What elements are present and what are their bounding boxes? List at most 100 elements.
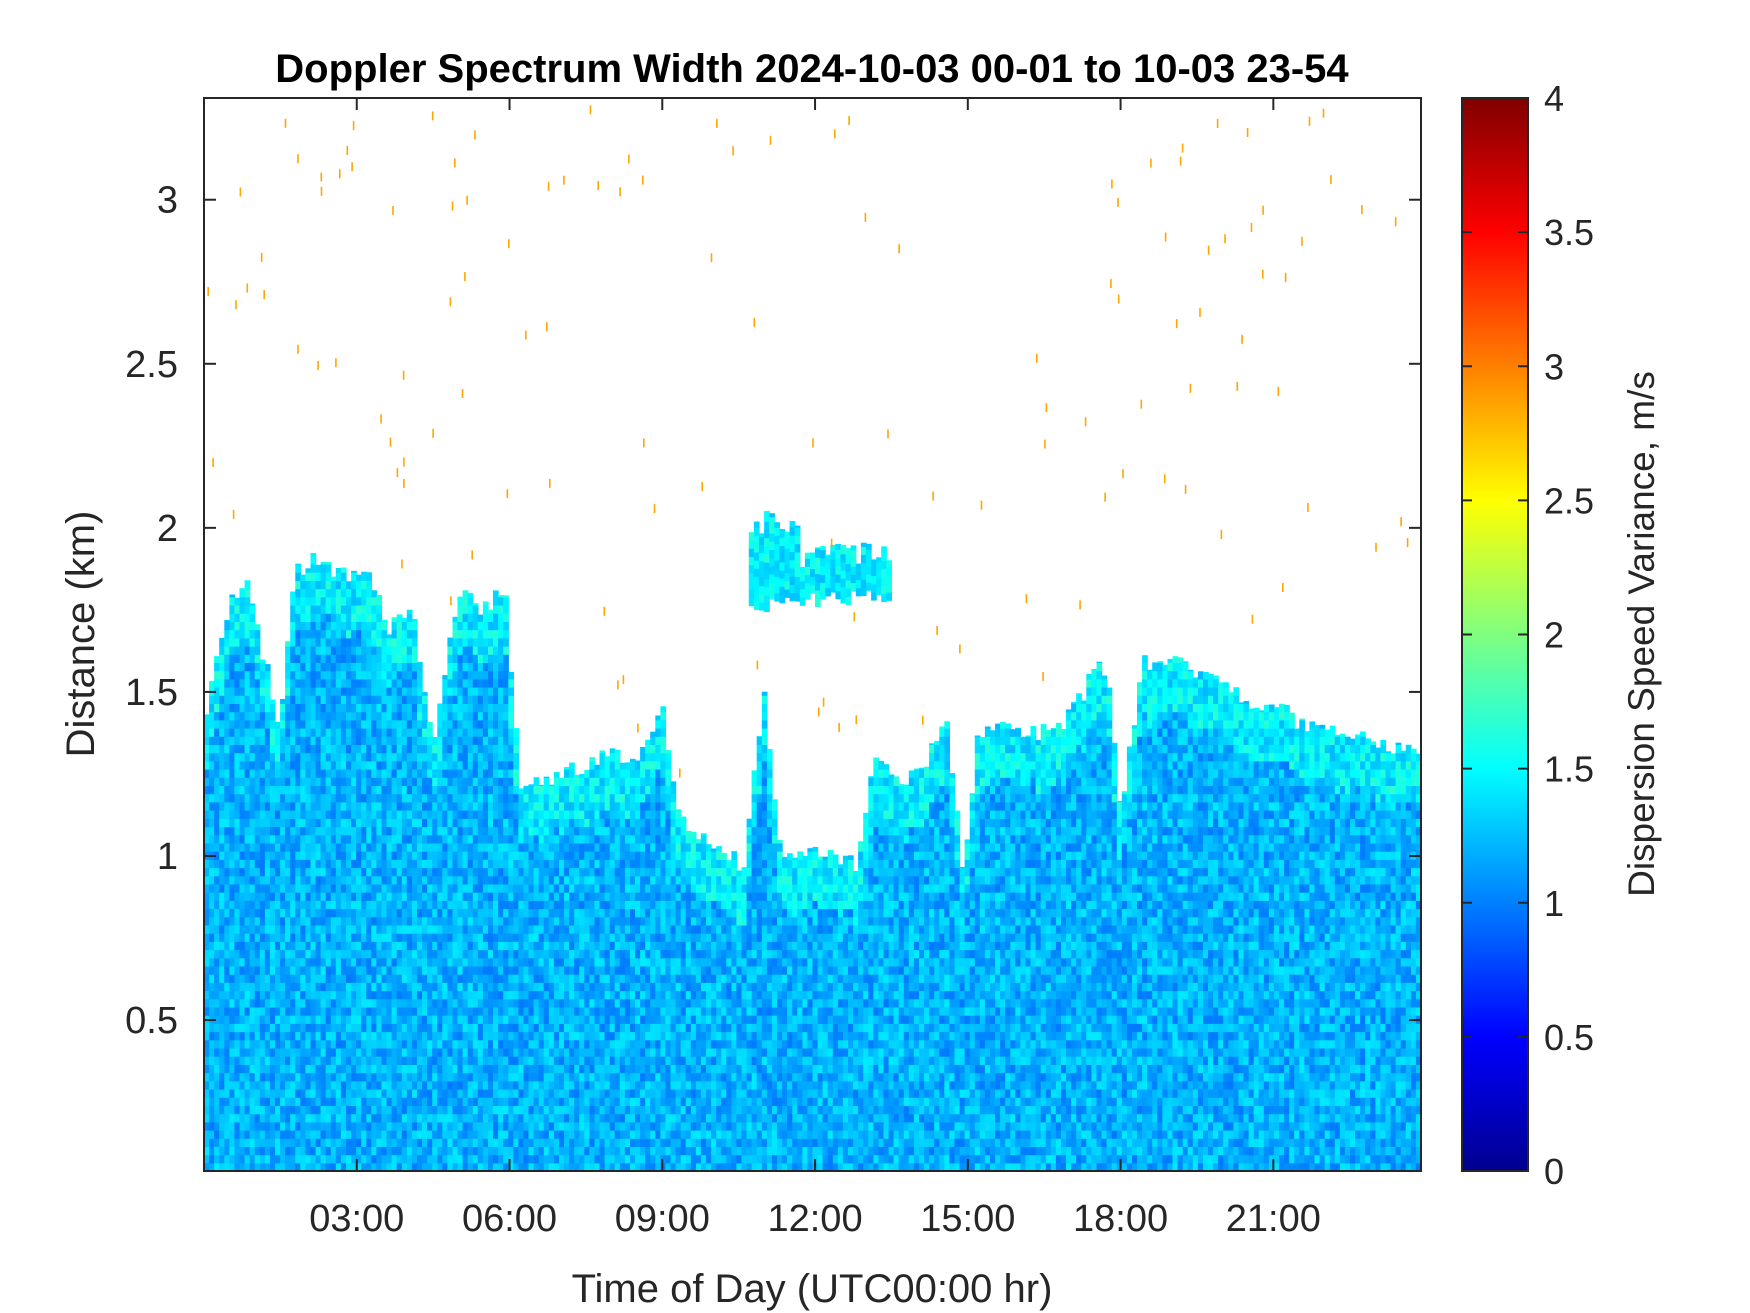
heatmap-cell [401, 785, 408, 795]
heatmap-cell [553, 1047, 560, 1057]
heatmap-cell [244, 1047, 251, 1057]
heatmap-cell [503, 1039, 509, 1049]
heatmap-cell [249, 826, 256, 836]
heatmap-cell [275, 851, 281, 860]
heatmap-cell [371, 1146, 377, 1156]
heatmap-cell [589, 916, 596, 926]
heatmap-cell [234, 957, 241, 967]
heatmap-cell [310, 1121, 317, 1131]
heatmap-cell [249, 1097, 256, 1106]
heatmap-cell [269, 908, 276, 918]
heatmap-cell [325, 662, 332, 672]
heatmap-cell [396, 654, 403, 663]
heatmap-cell [340, 990, 347, 1000]
heatmap-cell [574, 949, 580, 959]
heatmap-cell [553, 900, 560, 910]
heatmap-cell [498, 1064, 504, 1074]
heatmap-cell [310, 760, 317, 770]
heatmap-cell [422, 703, 428, 713]
heatmap-cell [209, 842, 215, 852]
heatmap-cell [234, 703, 241, 713]
heatmap-cell [269, 900, 276, 910]
heatmap-cell [244, 793, 251, 803]
heatmap-cell [493, 711, 499, 721]
heatmap-cell [488, 752, 494, 762]
heatmap-cell [498, 1138, 504, 1147]
heatmap-cell [411, 793, 418, 803]
heatmap-cell [417, 818, 423, 828]
heatmap-cell [422, 965, 428, 975]
heatmap-cell [482, 744, 489, 754]
heatmap-cell [285, 760, 291, 770]
heatmap-cell [320, 580, 327, 590]
heatmap-cell [411, 1130, 418, 1139]
heatmap-cell [457, 605, 464, 614]
heatmap-cell [589, 1047, 596, 1057]
heatmap-cell [239, 1162, 246, 1171]
heatmap-cell [239, 777, 246, 786]
heatmap-cell [594, 974, 601, 983]
heatmap-cell [305, 744, 312, 754]
heatmap-cell [579, 1154, 585, 1164]
heatmap-cell [209, 793, 215, 803]
heatmap-cell [340, 859, 347, 869]
heatmap-cell [204, 924, 210, 934]
heatmap-cell [457, 801, 464, 811]
heatmap-cell [295, 613, 301, 622]
heatmap-cell [457, 1047, 464, 1057]
heatmap-cell [361, 965, 367, 975]
heatmap-cell [361, 1138, 367, 1147]
heatmap-cell [229, 1130, 236, 1139]
heatmap-cell [381, 965, 388, 975]
heatmap-cell [457, 818, 464, 828]
heatmap-cell [386, 785, 393, 795]
heatmap-cell [209, 744, 215, 754]
heatmap-cell [320, 982, 327, 992]
heatmap-cell [594, 908, 601, 918]
heatmap-cell [366, 613, 372, 622]
heatmap-cell [584, 982, 590, 992]
heatmap-cell [569, 875, 575, 885]
heatmap-cell [462, 596, 469, 606]
heatmap-cell [396, 1056, 403, 1065]
heatmap-cell [214, 859, 220, 869]
heatmap-cell [219, 982, 225, 992]
heatmap-cell [275, 1031, 281, 1041]
heatmap-cell [594, 883, 601, 893]
heatmap-cell [579, 1031, 585, 1041]
heatmap-cell [391, 1031, 398, 1041]
heatmap-cell [482, 883, 489, 893]
heatmap-cell [376, 629, 383, 639]
heatmap-cell [340, 1031, 347, 1041]
heatmap-cell [305, 842, 312, 852]
heatmap-cell [214, 933, 220, 942]
heatmap-cell [472, 1146, 479, 1156]
heatmap-cell [300, 1056, 306, 1065]
heatmap-cell [488, 842, 494, 852]
heatmap-cell [533, 965, 540, 975]
heatmap-cell [249, 785, 256, 795]
heatmap-cell [340, 629, 347, 639]
heatmap-cell [386, 1080, 393, 1090]
heatmap-cell [214, 793, 220, 803]
heatmap-cell [330, 695, 337, 704]
heatmap-cell [467, 637, 474, 647]
heatmap-cell [229, 883, 236, 893]
heatmap-cell [513, 769, 519, 778]
heatmap-cell [508, 678, 514, 688]
heatmap-cell [513, 998, 519, 1008]
heatmap-cell [442, 892, 448, 901]
heatmap-cell [376, 777, 383, 786]
heatmap-cell [320, 703, 327, 713]
heatmap-cell [452, 785, 459, 795]
heatmap-cell [584, 957, 590, 967]
heatmap-cell [559, 1154, 565, 1164]
heatmap-cell [447, 752, 454, 762]
heatmap-cell [488, 678, 494, 688]
heatmap-cell [204, 810, 210, 819]
heatmap-cell [371, 965, 377, 975]
heatmap-cell [300, 621, 306, 631]
heatmap-cell [498, 1130, 504, 1139]
heatmap-cell [381, 1080, 388, 1090]
heatmap-cell [234, 719, 241, 729]
